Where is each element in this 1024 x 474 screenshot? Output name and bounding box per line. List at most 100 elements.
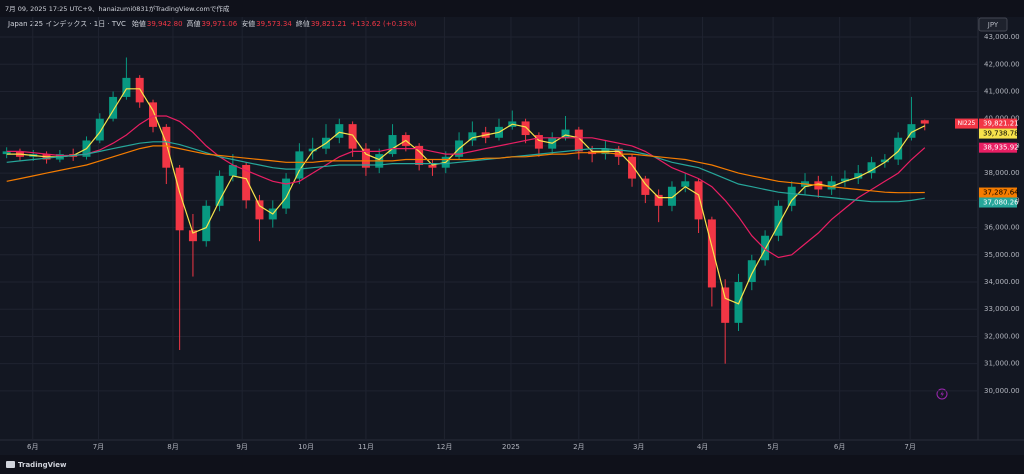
price-label: 38,935.92 <box>983 144 1019 152</box>
candle-body <box>242 164 251 201</box>
footer-brand: TradingView <box>18 461 67 469</box>
candle-body <box>721 287 730 323</box>
moving-average-line <box>6 115 926 259</box>
candle-body <box>95 118 104 141</box>
price-label-box <box>979 118 1017 129</box>
candle-body <box>761 235 770 261</box>
candle-body <box>361 148 370 168</box>
y-tick-label: 31,000.00 <box>984 360 1020 368</box>
header-bar <box>0 0 1024 17</box>
legend-title: Japan 225 インデックス · 1日 · TVC <box>7 19 126 28</box>
candle-body <box>188 230 197 242</box>
y-tick-label: 35,000.00 <box>984 251 1020 259</box>
candle-body <box>827 181 836 190</box>
legend-value: 39,573.34 <box>256 20 292 28</box>
candle-body <box>867 162 876 174</box>
legend-key: 高値 <box>187 19 201 28</box>
price-label: 37,080.26 <box>983 199 1019 207</box>
candle-body <box>135 77 144 103</box>
x-tick-label: 9月 <box>236 443 247 451</box>
candle-body <box>707 219 716 288</box>
price-label-box <box>979 187 1017 198</box>
currency-button[interactable] <box>978 17 1008 32</box>
candle-body <box>854 173 863 179</box>
footer-bar <box>0 455 1024 474</box>
candle-body <box>175 167 184 231</box>
y-tick-label: 42,000.00 <box>984 60 1020 68</box>
y-tick-label: 30,000.00 <box>984 387 1020 395</box>
symbol-tag-box <box>955 118 978 129</box>
moving-average-line <box>6 145 925 194</box>
candle-body <box>694 181 703 220</box>
candle-body <box>681 181 690 187</box>
x-tick-label: 7月 <box>93 443 104 451</box>
candle-body <box>308 148 317 152</box>
candle-body <box>654 194 663 206</box>
candle-body <box>907 124 916 138</box>
currency-label[interactable]: JPY <box>987 21 999 29</box>
candle-body <box>774 205 783 236</box>
x-tick-label: 12月 <box>436 443 452 451</box>
candle-body <box>388 135 397 155</box>
moving-average-line <box>6 141 925 203</box>
y-tick-label: 43,000.00 <box>984 33 1020 41</box>
x-tick-label: 4月 <box>697 443 708 451</box>
price-label: 37,287.64 <box>983 189 1019 197</box>
candle-body <box>202 205 211 242</box>
price-label-box <box>979 197 1017 208</box>
legend-key: 終値 <box>296 19 310 28</box>
candle-body <box>428 164 437 168</box>
legend: Japan 225 インデックス · 1日 · TVC 始値 39,942.80 高値… <box>7 19 417 28</box>
candle-body <box>109 96 118 119</box>
page-header: 7月 09, 2025 17:25 UTC+9、hanaizumi0831がTr… <box>5 4 230 13</box>
candle-body <box>641 178 650 195</box>
alert-icon-bolt[interactable] <box>940 390 945 398</box>
y-tick-label: 32,000.00 <box>984 332 1020 340</box>
candle-body <box>468 132 477 141</box>
candle-body <box>282 178 291 209</box>
x-tick-label: 2025 <box>502 443 520 451</box>
symbol-tag: NI225 <box>958 120 976 127</box>
candle-body <box>295 151 304 179</box>
legend-value: 39,821.21 <box>311 20 347 28</box>
candle-body <box>787 186 796 206</box>
price-label-box <box>979 128 1017 139</box>
candle-body <box>840 178 849 182</box>
candle-body <box>628 156 637 179</box>
price-label: 39,738.78 <box>983 130 1019 138</box>
candle-body <box>574 129 583 152</box>
candle-body <box>534 135 543 149</box>
candle-body <box>614 148 623 157</box>
candle-body <box>561 129 570 138</box>
candle-body <box>415 145 424 165</box>
legend-change: +132.62 (+0.33%) <box>350 20 416 28</box>
candle-body <box>149 102 158 127</box>
y-tick-label: 36,000.00 <box>984 224 1020 232</box>
x-tick-label: 7月 <box>904 443 915 451</box>
x-tick-label: 11月 <box>358 443 374 451</box>
y-tick-label: 33,000.00 <box>984 305 1020 313</box>
x-tick-label: 5月 <box>767 443 778 451</box>
x-tick-label: 3月 <box>633 443 644 451</box>
candle-body <box>122 77 131 97</box>
candle-body <box>335 124 344 138</box>
price-label-box <box>979 142 1017 153</box>
legend-value: 39,942.80 <box>147 20 183 28</box>
legend-key: 安値 <box>241 19 255 28</box>
legend-value: 39,971.06 <box>202 20 238 28</box>
x-tick-label: 10月 <box>298 443 314 451</box>
candle-body <box>521 121 530 136</box>
candle-body <box>2 151 11 155</box>
alert-icon[interactable] <box>936 388 948 400</box>
candle-body <box>215 175 224 206</box>
candle-body <box>348 124 357 149</box>
y-tick-label: 41,000.00 <box>984 87 1020 95</box>
candle-body <box>162 126 171 168</box>
candle-body <box>747 260 756 283</box>
candle-body <box>255 200 264 220</box>
x-tick-label: 8月 <box>167 443 178 451</box>
y-tick-label: 38,000.00 <box>984 169 1020 177</box>
